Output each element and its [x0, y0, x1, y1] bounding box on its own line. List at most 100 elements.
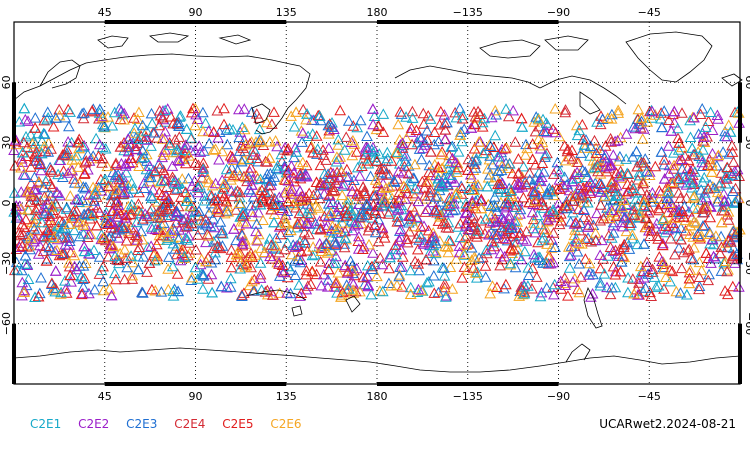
- observation-marker: [417, 107, 430, 119]
- observation-marker: [56, 231, 69, 243]
- observation-marker: [339, 259, 352, 271]
- observation-marker: [575, 271, 587, 282]
- observation-marker: [447, 204, 459, 216]
- observation-marker: [16, 156, 29, 167]
- observation-marker: [76, 194, 89, 206]
- observation-marker: [399, 155, 411, 167]
- observation-marker: [94, 103, 106, 115]
- observation-marker: [282, 142, 294, 154]
- observation-marker: [536, 195, 548, 207]
- observation-marker: [635, 115, 648, 127]
- observation-marker: [85, 209, 98, 221]
- observation-marker: [394, 106, 407, 117]
- observation-marker: [156, 189, 169, 200]
- observation-marker: [432, 135, 445, 147]
- observation-marker: [303, 228, 315, 240]
- observation-marker: [272, 163, 284, 175]
- observation-marker: [60, 149, 72, 161]
- observation-marker: [190, 108, 202, 120]
- observation-marker: [393, 215, 406, 226]
- observation-marker: [325, 207, 337, 218]
- observation-marker: [430, 246, 442, 258]
- observation-marker: [146, 283, 158, 295]
- observation-marker: [57, 165, 70, 176]
- observation-marker: [661, 192, 674, 203]
- observation-marker: [126, 269, 139, 281]
- observation-marker: [496, 143, 508, 155]
- right-lat-tick-label: −60: [743, 312, 750, 335]
- observation-marker: [121, 261, 133, 273]
- observation-marker: [670, 204, 683, 216]
- observation-marker: [633, 117, 646, 129]
- observation-marker: [37, 127, 50, 139]
- observation-marker: [53, 228, 66, 239]
- observation-marker: [462, 223, 475, 234]
- observation-marker: [42, 226, 54, 238]
- observation-marker: [118, 186, 131, 197]
- observation-marker: [697, 160, 709, 171]
- observation-marker: [113, 102, 126, 114]
- observation-marker: [207, 235, 220, 247]
- observation-marker: [362, 224, 375, 236]
- observation-marker: [361, 259, 374, 271]
- observation-marker: [413, 131, 426, 142]
- observation-marker: [36, 216, 48, 228]
- observation-marker: [346, 149, 359, 161]
- observation-marker: [165, 225, 178, 236]
- observation-marker: [179, 186, 192, 197]
- observation-marker: [197, 163, 210, 174]
- observation-marker: [439, 124, 452, 135]
- observation-marker: [119, 160, 132, 171]
- observation-marker: [562, 241, 575, 252]
- observation-marker: [62, 167, 75, 178]
- observation-marker: [158, 132, 171, 144]
- coastline: [245, 289, 307, 301]
- observation-marker: [288, 151, 300, 163]
- observation-marker: [369, 226, 382, 238]
- observation-marker: [294, 256, 307, 268]
- observation-marker: [426, 196, 439, 208]
- observation-marker: [111, 211, 124, 222]
- observation-marker: [717, 146, 729, 157]
- observation-marker: [722, 206, 735, 217]
- observation-marker: [55, 207, 68, 218]
- observation-marker: [60, 147, 73, 158]
- observation-marker: [288, 166, 300, 178]
- observation-marker: [197, 283, 209, 294]
- observation-marker: [149, 284, 162, 296]
- observation-marker: [704, 228, 716, 239]
- observation-marker: [711, 195, 724, 207]
- observation-marker: [338, 178, 351, 190]
- observation-marker: [566, 144, 578, 155]
- observation-marker: [600, 160, 613, 172]
- observation-marker: [185, 132, 198, 143]
- observation-marker: [721, 173, 733, 184]
- observation-marker: [590, 234, 602, 245]
- observation-marker: [169, 133, 182, 145]
- observation-marker: [145, 221, 158, 232]
- observation-marker: [265, 239, 278, 250]
- observation-marker: [306, 265, 319, 277]
- observation-marker: [79, 156, 91, 168]
- observation-marker: [479, 213, 492, 224]
- observation-marker: [346, 180, 359, 191]
- observation-marker: [696, 156, 709, 168]
- observation-marker: [60, 203, 73, 214]
- observation-marker: [209, 253, 222, 265]
- observation-marker: [427, 254, 440, 266]
- observation-marker: [300, 191, 312, 203]
- observation-marker: [126, 273, 139, 284]
- observation-marker: [658, 173, 671, 184]
- observation-marker: [131, 230, 144, 242]
- observation-marker: [140, 134, 153, 145]
- observation-marker: [30, 213, 42, 224]
- observation-marker: [329, 277, 342, 288]
- observation-marker: [264, 187, 276, 198]
- observation-marker: [484, 168, 496, 180]
- observation-marker: [541, 126, 553, 138]
- observation-marker: [626, 151, 639, 162]
- observation-marker: [19, 249, 32, 261]
- observation-marker: [297, 103, 310, 115]
- observation-marker: [653, 193, 666, 204]
- observation-marker: [356, 160, 368, 171]
